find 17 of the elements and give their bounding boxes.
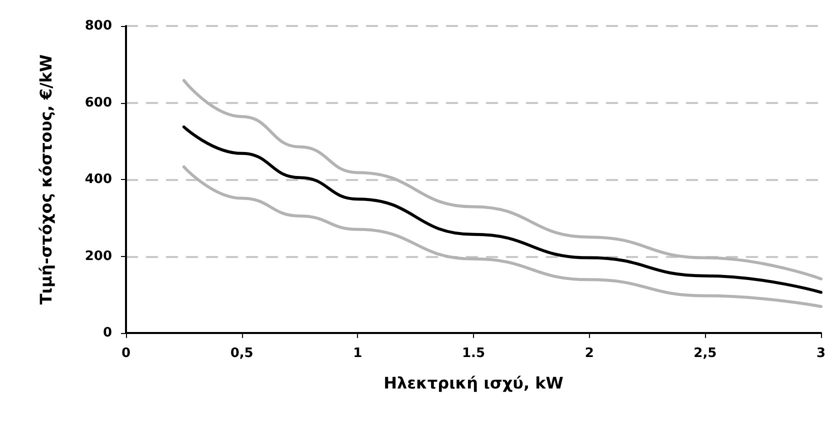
x-tick-label: 0 xyxy=(121,346,131,361)
line-series xyxy=(182,78,822,280)
y-axis-title: Τιμή-στόχος κόστους, €/kW xyxy=(36,54,56,305)
y-tick-label: 400 xyxy=(84,172,112,187)
y-tick-label: 0 xyxy=(102,326,112,340)
line-series xyxy=(182,165,822,308)
x-tick-label: 1.5 xyxy=(462,346,486,361)
x-axis-title: Ηλεκτρική ισχύ, kW xyxy=(384,374,564,392)
x-tick-label: 0,5 xyxy=(230,346,254,361)
x-tick-label: 1 xyxy=(353,346,362,361)
y-tick-label: 800 xyxy=(84,18,112,34)
x-tick-label: 2,5 xyxy=(694,346,717,361)
line-series xyxy=(182,125,822,294)
y-tick-label: 600 xyxy=(84,95,112,110)
y-tick-label: 200 xyxy=(84,248,112,264)
x-tick-label: 3 xyxy=(816,346,826,361)
x-tick-label: 2 xyxy=(584,346,594,361)
